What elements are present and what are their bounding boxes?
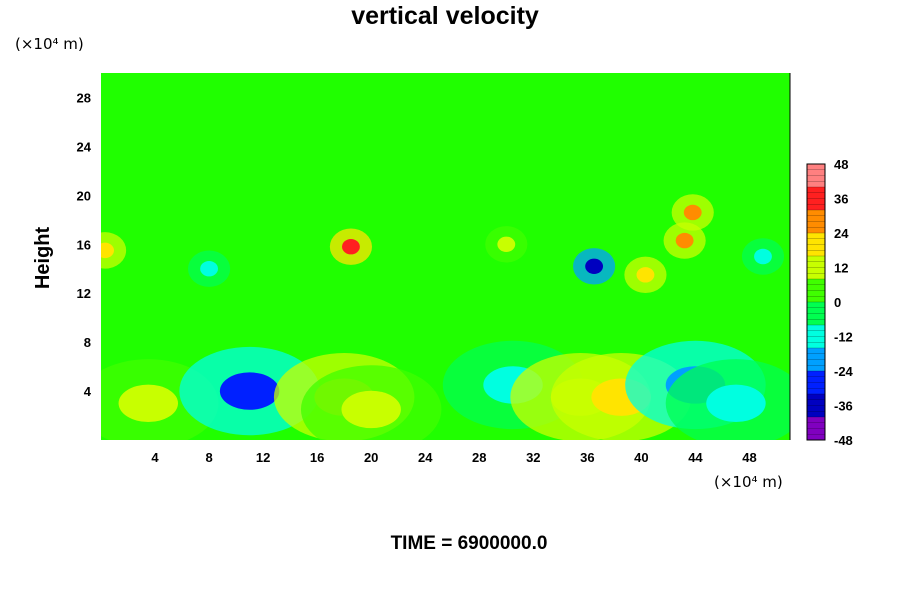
colorbar-segment xyxy=(807,279,825,303)
field-feature xyxy=(675,232,694,249)
field-feature xyxy=(497,236,516,252)
plot-area xyxy=(101,73,790,440)
x-tick-label: 24 xyxy=(418,450,433,465)
colorbar-tick-label: 48 xyxy=(834,157,848,172)
x-tick-label: 12 xyxy=(256,450,270,465)
x-tick-label: 8 xyxy=(205,450,212,465)
colorbar-frame xyxy=(806,163,826,441)
field-feature xyxy=(683,204,702,221)
colorbar-tick-label: -24 xyxy=(834,364,854,379)
colorbar-tick-label: 0 xyxy=(834,295,841,310)
colorbar-segment xyxy=(807,348,825,372)
field-feature xyxy=(341,390,401,429)
time-label: TIME = 6900000.0 xyxy=(391,533,548,554)
colorbar-tick-label: -12 xyxy=(834,330,853,345)
field-feature xyxy=(754,248,772,265)
colorbar-tick-label: 36 xyxy=(834,192,848,207)
y-unit-label: (×10⁴ m) xyxy=(15,35,84,53)
field-feature xyxy=(342,239,360,255)
colorbar-segment xyxy=(807,417,825,441)
colorbar-segment xyxy=(807,371,825,395)
colorbar-tick-label: -36 xyxy=(834,399,853,414)
colorbar-segment xyxy=(807,210,825,234)
field-feature xyxy=(585,258,604,274)
field-feature xyxy=(118,384,179,422)
y-tick-label: 16 xyxy=(77,237,91,252)
colorbar-segment xyxy=(807,325,825,349)
field-feature xyxy=(219,372,280,410)
colorbar-segment xyxy=(807,164,825,188)
field-feature xyxy=(636,267,655,283)
field-feature xyxy=(200,261,218,277)
colorbar xyxy=(806,163,826,441)
colorbar-segment xyxy=(807,256,825,280)
chart-title: vertical velocity xyxy=(351,2,539,30)
x-unit-label: (×10⁴ m) xyxy=(714,473,783,491)
field-feature xyxy=(101,242,114,259)
x-tick-label: 28 xyxy=(472,450,486,465)
y-tick-label: 28 xyxy=(77,90,91,105)
y-tick-label: 12 xyxy=(77,286,91,301)
colorbar-tick-label: 24 xyxy=(834,226,849,241)
x-tick-label: 32 xyxy=(526,450,540,465)
colorbar-tick-label: -48 xyxy=(834,433,853,448)
field-feature xyxy=(706,384,766,422)
x-tick-label: 4 xyxy=(151,450,159,465)
x-tick-label: 20 xyxy=(364,450,378,465)
colorbar-segment xyxy=(807,233,825,257)
x-tick-label: 36 xyxy=(580,450,594,465)
x-tick-label: 40 xyxy=(634,450,648,465)
x-tick-label: 16 xyxy=(310,450,324,465)
y-tick-label: 20 xyxy=(77,188,91,203)
y-tick-label: 4 xyxy=(84,384,92,399)
x-tick-label: 48 xyxy=(742,450,756,465)
colorbar-segment xyxy=(807,394,825,418)
y-axis-label: Height xyxy=(32,227,54,290)
y-tick-label: 8 xyxy=(84,335,91,350)
x-tick-label: 44 xyxy=(688,450,703,465)
y-tick-label: 24 xyxy=(77,139,92,154)
colorbar-segment xyxy=(807,187,825,211)
colorbar-segment xyxy=(807,302,825,326)
colorbar-tick-label: 12 xyxy=(834,261,848,276)
